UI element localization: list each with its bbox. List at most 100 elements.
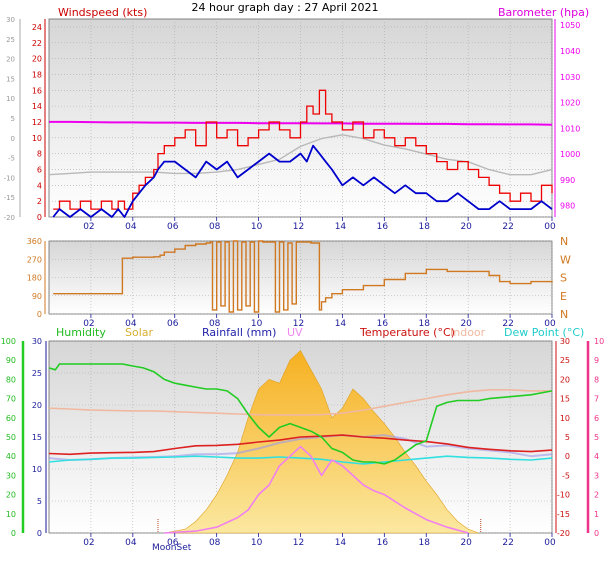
compass-label: N xyxy=(560,308,568,321)
uv-tick: 7 xyxy=(594,395,599,404)
humidity-tick: 10 xyxy=(6,510,16,519)
humidity-tick: 70 xyxy=(6,395,16,404)
temperature-tick: -10 xyxy=(557,491,570,500)
solar-area xyxy=(164,350,479,534)
humidity-tick: 0 xyxy=(11,529,16,538)
x-tick-label: 00 xyxy=(544,538,556,548)
rain-tick: 10 xyxy=(32,465,42,474)
humidity-line xyxy=(48,363,553,465)
outer-scale-tick: 25 xyxy=(6,36,15,44)
uv-tick: 8 xyxy=(594,375,599,384)
windspeed-tick: 22 xyxy=(32,39,42,48)
rain-tick: 15 xyxy=(32,433,42,442)
humidity-tick: 40 xyxy=(6,452,16,461)
uv-tick: 3 xyxy=(594,471,599,480)
temperature-tick: -5 xyxy=(562,471,570,480)
uv-tick: 9 xyxy=(594,356,599,365)
legend-dew-point: Dew Point (°C) xyxy=(504,326,584,339)
x-tick-label: 16 xyxy=(377,319,389,329)
barometer-tick: 1010 xyxy=(560,124,580,133)
x-tick-label: 18 xyxy=(419,222,431,232)
compass-label: E xyxy=(560,290,567,303)
windspeed-tick: 4 xyxy=(37,181,42,190)
direction-tick: 90 xyxy=(32,292,42,301)
direction-tick: 270 xyxy=(27,255,42,264)
x-tick-label: 04 xyxy=(125,319,137,329)
x-tick-label: 14 xyxy=(335,319,347,329)
humidity-tick: 80 xyxy=(6,375,16,384)
barometer-tick: 1030 xyxy=(560,73,580,82)
outer-scale-tick: 5 xyxy=(11,115,15,123)
x-tick-label: 22 xyxy=(502,319,513,329)
windspeed-line xyxy=(53,89,553,210)
compass-label: N xyxy=(560,235,568,248)
x-tick-label: 20 xyxy=(460,319,472,329)
windspeed-tick: 24 xyxy=(32,23,42,32)
outer-scale-tick: 15 xyxy=(6,75,15,83)
humidity-tick: 50 xyxy=(6,433,16,442)
x-tick-label: 14 xyxy=(335,538,347,548)
uv-tick: 6 xyxy=(594,414,599,423)
windspeed-tick: 12 xyxy=(32,118,42,127)
barometer-tick: 990 xyxy=(560,176,575,185)
x-tick-label: 22 xyxy=(502,222,513,232)
temperature-tick: 5 xyxy=(565,433,570,442)
legend-indoor: Indoor xyxy=(450,326,486,339)
windspeed-tick: 18 xyxy=(32,70,42,79)
barometer-axis-label: Barometer (hpa) xyxy=(498,6,589,19)
temperature-line xyxy=(48,434,553,456)
windspeed-tick: 8 xyxy=(37,150,42,159)
direction-tick: 360 xyxy=(27,237,42,246)
outer-scale-tick: 0 xyxy=(11,135,15,143)
x-tick-label: 02 xyxy=(83,538,94,548)
rain-tick: 30 xyxy=(32,337,42,346)
wind-avg-line xyxy=(52,144,553,218)
barometer-tick: 1000 xyxy=(560,150,580,159)
rain-tick: 25 xyxy=(32,369,42,378)
x-tick-label: 10 xyxy=(251,538,263,548)
x-tick-label: 08 xyxy=(209,319,221,329)
x-tick-label: 18 xyxy=(419,319,431,329)
x-tick-label: 02 xyxy=(83,319,94,329)
x-tick-label: 08 xyxy=(209,222,221,232)
x-tick-label: 12 xyxy=(293,319,304,329)
dew-point-line xyxy=(48,455,553,465)
x-tick-label: 04 xyxy=(125,538,137,548)
barometer-tick: 1020 xyxy=(560,99,580,108)
uv-tick: 5 xyxy=(594,433,599,442)
direction-tick: 180 xyxy=(27,274,42,283)
x-tick-label: 00 xyxy=(544,222,556,232)
legend-uv: UV xyxy=(287,326,303,339)
barometer-tick: 980 xyxy=(560,202,575,211)
windspeed-axis-label: Windspeed (kts) xyxy=(58,6,147,19)
x-tick-label: 06 xyxy=(167,538,179,548)
uv-tick: 2 xyxy=(594,491,599,500)
humidity-tick: 30 xyxy=(6,471,16,480)
uv-tick: 0 xyxy=(594,529,599,538)
rain-tick: 5 xyxy=(37,497,42,506)
windspeed-tick: 14 xyxy=(32,102,42,111)
legend-solar: Solar xyxy=(125,326,154,339)
humidity-tick: 60 xyxy=(6,414,16,423)
legend-humidity: Humidity xyxy=(56,326,106,339)
barometer-tick: 1050 xyxy=(560,21,580,30)
uv-tick: 1 xyxy=(594,510,599,519)
x-tick-label: 16 xyxy=(377,538,389,548)
humidity-tick: 90 xyxy=(6,356,16,365)
x-tick-label: 04 xyxy=(125,222,137,232)
direction-tick: 0 xyxy=(37,310,42,319)
x-tick-label: 02 xyxy=(83,222,94,232)
temperature-tick: 30 xyxy=(560,337,570,346)
x-tick-label: 20 xyxy=(460,538,472,548)
temperature-tick: 10 xyxy=(560,414,570,423)
outer-scale-tick: -5 xyxy=(8,155,15,163)
compass-label: S xyxy=(560,272,567,285)
temperature-tick: 0 xyxy=(565,452,570,461)
compass-label: W xyxy=(560,253,571,266)
uv-tick: 10 xyxy=(594,337,604,346)
x-tick-label: 08 xyxy=(209,538,221,548)
humidity-tick: 20 xyxy=(6,491,16,500)
x-tick-label: 16 xyxy=(377,222,389,232)
legend-rainfall: Rainfall (mm) xyxy=(202,326,276,339)
